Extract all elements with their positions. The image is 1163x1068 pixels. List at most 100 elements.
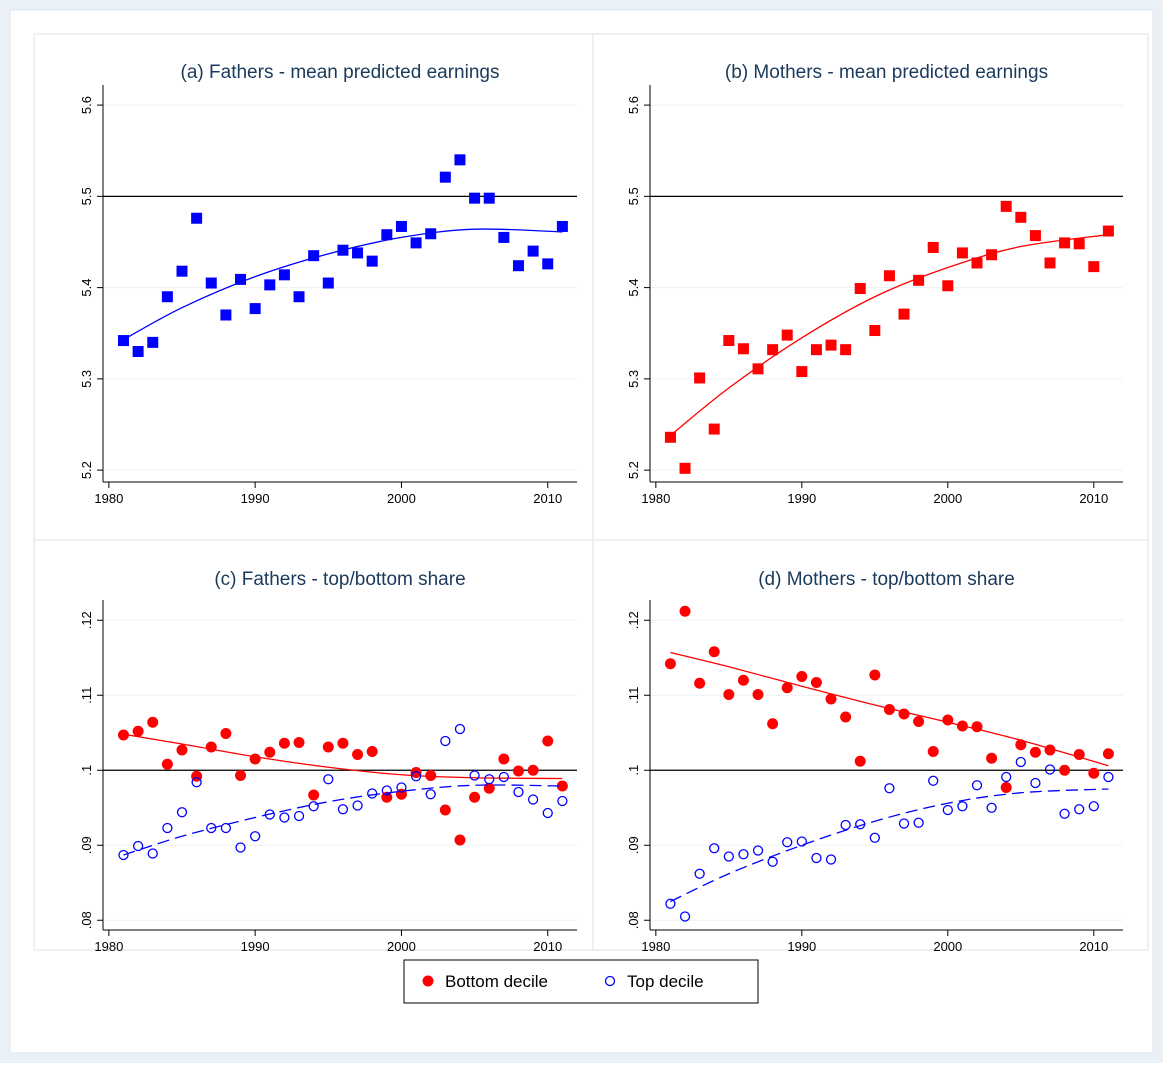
- point: [469, 192, 481, 204]
- x-tick-label: 2010: [533, 939, 562, 954]
- point: [527, 245, 539, 257]
- point: [913, 716, 925, 727]
- point: [1015, 739, 1027, 751]
- legend-marker: [422, 975, 434, 987]
- x-tick-label: 1990: [787, 491, 816, 506]
- point: [796, 836, 807, 847]
- point: [176, 744, 188, 756]
- point: [557, 795, 568, 807]
- point: [854, 283, 866, 295]
- point: [439, 804, 451, 816]
- x-tick-label: 1980: [94, 939, 123, 954]
- point: [1088, 261, 1100, 273]
- point: [527, 764, 539, 776]
- point: [1059, 764, 1071, 776]
- point: [796, 366, 808, 378]
- point: [1001, 771, 1012, 783]
- point: [191, 212, 203, 224]
- point: [235, 273, 247, 285]
- point: [1059, 237, 1071, 249]
- y-tick-label: .12: [626, 611, 641, 629]
- point: [176, 807, 188, 818]
- point: [381, 229, 393, 241]
- point: [308, 250, 320, 262]
- fit-line: [123, 228, 563, 341]
- x-tick-label: 2010: [1079, 939, 1108, 954]
- point: [278, 737, 290, 749]
- point: [206, 822, 217, 834]
- point: [825, 339, 837, 351]
- point: [752, 363, 764, 375]
- x-tick-label: 2000: [387, 939, 416, 954]
- point: [781, 329, 793, 341]
- point: [1030, 777, 1041, 789]
- x-tick-label: 2000: [933, 491, 962, 506]
- panel-frame: [33, 539, 594, 951]
- point: [410, 237, 422, 249]
- panel-frame: [33, 33, 594, 541]
- y-tick-label: .11: [626, 687, 641, 704]
- point: [337, 737, 349, 749]
- point: [293, 737, 305, 748]
- point: [709, 843, 720, 854]
- point: [381, 785, 392, 796]
- point: [723, 851, 734, 862]
- y-tick-label: .08: [626, 911, 641, 929]
- point: [898, 818, 910, 829]
- point: [665, 898, 676, 909]
- point: [527, 794, 539, 805]
- point: [542, 735, 554, 747]
- point: [840, 819, 851, 831]
- point: [147, 716, 159, 728]
- point: [883, 270, 895, 282]
- fit-line: [670, 788, 1109, 903]
- point: [927, 241, 939, 253]
- point: [1015, 756, 1026, 768]
- point: [737, 343, 749, 355]
- point: [366, 255, 378, 267]
- x-tick-label: 1980: [94, 491, 123, 506]
- point: [132, 345, 144, 357]
- point: [1102, 748, 1114, 760]
- y-tick-label: .09: [79, 836, 94, 854]
- point: [942, 280, 954, 292]
- point: [986, 802, 997, 813]
- point: [556, 220, 568, 232]
- point: [869, 669, 881, 681]
- point: [1000, 782, 1012, 793]
- point: [752, 689, 764, 700]
- point: [927, 746, 939, 757]
- point: [469, 770, 480, 781]
- y-tick-label: 5.2: [626, 461, 641, 479]
- point: [220, 822, 232, 834]
- point: [220, 309, 232, 321]
- point: [767, 344, 779, 356]
- point: [810, 344, 822, 356]
- point: [396, 782, 407, 793]
- point: [796, 671, 808, 682]
- point: [249, 831, 261, 842]
- point: [1073, 238, 1085, 250]
- point: [322, 277, 334, 289]
- point: [840, 344, 852, 356]
- point: [913, 817, 924, 828]
- y-tick-label: 5.6: [79, 96, 94, 114]
- point: [1103, 771, 1114, 783]
- legend-label: Bottom decile: [445, 972, 548, 991]
- point: [542, 258, 554, 270]
- point: [542, 807, 553, 819]
- point: [161, 758, 173, 770]
- point: [840, 711, 852, 723]
- point: [498, 753, 510, 765]
- point: [884, 783, 895, 794]
- point: [1044, 257, 1056, 269]
- point: [117, 335, 129, 347]
- point: [308, 801, 319, 812]
- point: [278, 269, 290, 281]
- point: [512, 765, 524, 777]
- point: [483, 192, 495, 204]
- point: [484, 774, 495, 785]
- point: [323, 774, 334, 785]
- point: [782, 837, 793, 848]
